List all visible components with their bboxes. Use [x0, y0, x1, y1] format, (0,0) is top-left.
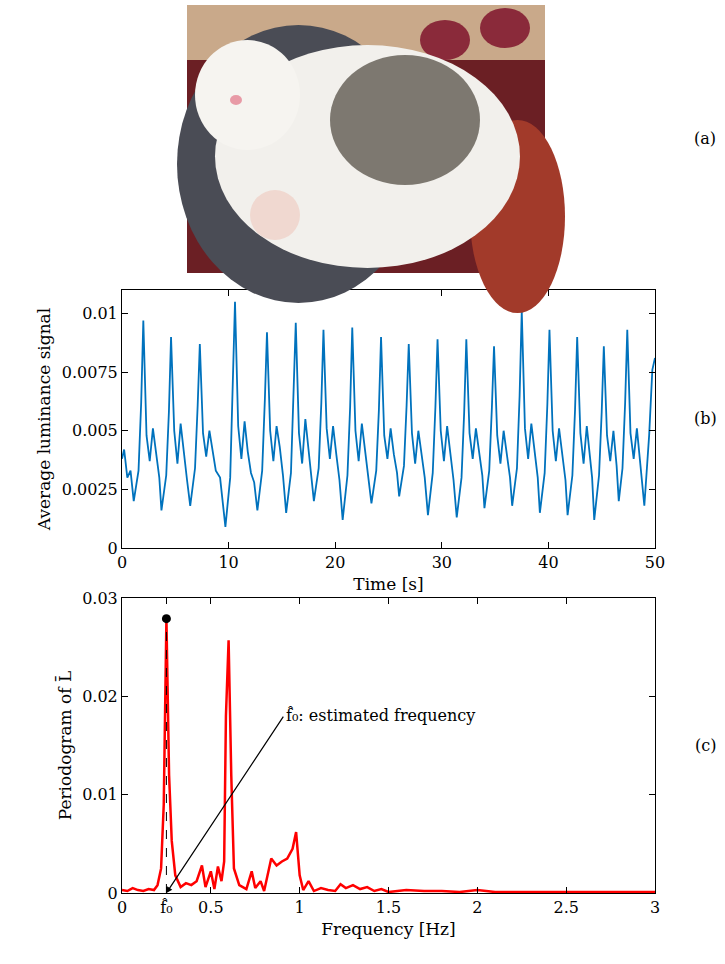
svg-text:0: 0: [108, 539, 118, 558]
svg-text:0.005: 0.005: [72, 421, 118, 440]
svg-text:0.5: 0.5: [198, 898, 223, 917]
svg-text:Periodogram of L̄: Periodogram of L̄: [54, 671, 75, 821]
svg-text:30: 30: [432, 553, 452, 572]
svg-text:(c): (c): [695, 736, 716, 755]
svg-text:0.01: 0.01: [82, 304, 118, 323]
svg-text:1: 1: [295, 898, 305, 917]
svg-text:f̂₀: estimated frequency: f̂₀: estimated frequency: [286, 706, 475, 725]
svg-text:(a): (a): [694, 129, 716, 148]
svg-text:0.02: 0.02: [82, 687, 118, 706]
svg-text:(b): (b): [694, 409, 717, 428]
svg-text:10: 10: [218, 553, 238, 572]
svg-text:20: 20: [325, 553, 345, 572]
svg-text:0.01: 0.01: [82, 785, 118, 804]
svg-text:50: 50: [645, 553, 665, 572]
svg-text:40: 40: [538, 553, 558, 572]
svg-text:0: 0: [117, 898, 127, 917]
svg-text:0: 0: [108, 884, 118, 903]
svg-text:0.0075: 0.0075: [62, 363, 118, 382]
svg-text:Frequency [Hz]: Frequency [Hz]: [321, 919, 455, 939]
svg-text:0.03: 0.03: [82, 589, 118, 608]
svg-text:2: 2: [472, 898, 482, 917]
svg-text:0.0025: 0.0025: [62, 480, 118, 499]
svg-text:3: 3: [650, 898, 660, 917]
svg-text:Time [s]: Time [s]: [353, 574, 423, 594]
svg-text:Average luminance signal: Average luminance signal: [34, 308, 54, 531]
svg-text:1.5: 1.5: [376, 898, 401, 917]
svg-text:0: 0: [117, 553, 127, 572]
svg-text:f̂₀: f̂₀: [160, 898, 172, 917]
svg-text:2.5: 2.5: [553, 898, 578, 917]
